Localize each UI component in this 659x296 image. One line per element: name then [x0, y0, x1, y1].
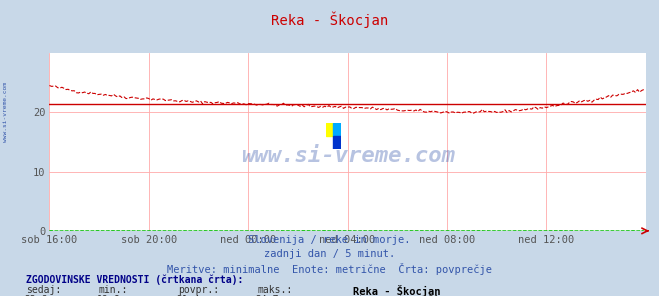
Bar — [333, 136, 341, 149]
Text: Meritve: minimalne  Enote: metrične  Črta: povprečje: Meritve: minimalne Enote: metrične Črta:… — [167, 263, 492, 275]
Text: min.:: min.: — [99, 285, 129, 295]
Text: 23,8: 23,8 — [24, 295, 48, 296]
Text: 19,6: 19,6 — [97, 295, 121, 296]
Bar — [333, 123, 341, 136]
Text: maks.:: maks.: — [257, 285, 292, 295]
Text: temperatura[C]: temperatura[C] — [357, 295, 440, 296]
Text: ZGODOVINSKE VREDNOSTI (črtkana črta):: ZGODOVINSKE VREDNOSTI (črtkana črta): — [26, 275, 244, 285]
Text: 21,4: 21,4 — [176, 295, 200, 296]
Bar — [326, 123, 333, 136]
Text: sedaj:: sedaj: — [26, 285, 61, 295]
Text: www.si-vreme.com: www.si-vreme.com — [3, 83, 9, 142]
Text: povpr.:: povpr.: — [178, 285, 219, 295]
Text: 24,7: 24,7 — [255, 295, 279, 296]
Text: www.si-vreme.com: www.si-vreme.com — [241, 146, 455, 166]
Text: Reka - Škocjan: Reka - Škocjan — [353, 285, 440, 296]
Text: Slovenija / reke in morje.: Slovenija / reke in morje. — [248, 235, 411, 245]
Text: zadnji dan / 5 minut.: zadnji dan / 5 minut. — [264, 249, 395, 259]
Text: Reka - Škocjan: Reka - Škocjan — [271, 12, 388, 28]
